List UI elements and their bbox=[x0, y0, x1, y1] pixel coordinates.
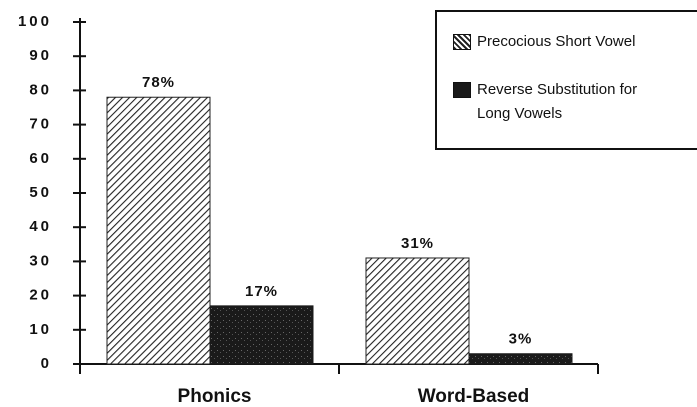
value-label: 3% bbox=[509, 331, 533, 348]
legend-item: Reverse Substitution for Long Vowels bbox=[453, 78, 683, 126]
bar bbox=[106, 96, 211, 365]
value-label: 17% bbox=[245, 283, 278, 300]
y-tick-label: 0 bbox=[41, 355, 52, 372]
y-tick-label: 30 bbox=[29, 252, 52, 269]
y-tick-label: 40 bbox=[29, 218, 52, 235]
y-tick-label: 100 bbox=[18, 13, 52, 30]
legend: Precocious Short Vowel Reverse Substituti… bbox=[435, 10, 697, 150]
y-tick-label: 60 bbox=[29, 150, 52, 167]
bar bbox=[209, 305, 314, 365]
y-tick-label: 10 bbox=[29, 321, 52, 338]
bar bbox=[365, 257, 470, 365]
legend-swatch bbox=[453, 82, 471, 98]
x-tick-label: Word-Based bbox=[418, 386, 530, 407]
value-label: 78% bbox=[142, 74, 175, 91]
y-tick-label: 70 bbox=[29, 116, 52, 133]
legend-item: Precocious Short Vowel bbox=[453, 30, 683, 54]
legend-label: Reverse Substitution for Long Vowels bbox=[477, 81, 638, 122]
y-tick-label: 90 bbox=[29, 47, 52, 64]
legend-label: Precocious Short Vowel bbox=[477, 33, 636, 50]
y-tick-label: 20 bbox=[29, 287, 52, 304]
value-label: 31% bbox=[401, 235, 434, 252]
y-tick-label: 50 bbox=[29, 184, 52, 201]
y-tick-label: 80 bbox=[29, 81, 52, 98]
bar bbox=[468, 353, 573, 365]
legend-swatch bbox=[453, 34, 471, 50]
x-tick-label: Phonics bbox=[178, 386, 252, 407]
